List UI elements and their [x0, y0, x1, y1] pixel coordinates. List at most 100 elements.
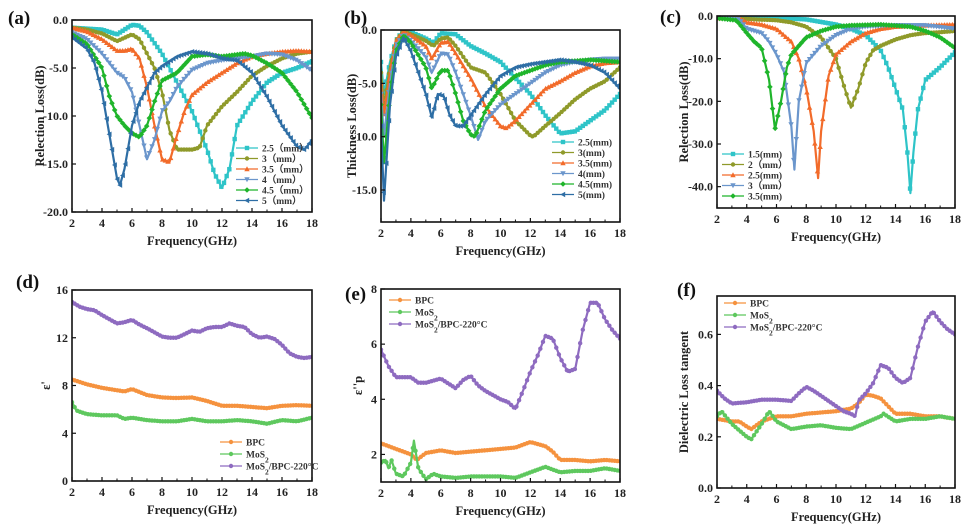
data-point	[404, 42, 410, 48]
data-point	[460, 63, 467, 69]
data-point	[109, 146, 115, 153]
data-point	[609, 327, 615, 332]
data-point	[90, 43, 97, 48]
data-point	[159, 108, 166, 114]
data-point	[754, 429, 759, 434]
data-point	[423, 92, 429, 99]
data-point	[466, 62, 471, 67]
data-point	[820, 116, 826, 122]
data-point	[205, 79, 211, 84]
data-point	[615, 94, 620, 100]
data-point	[899, 23, 905, 29]
data-point	[157, 147, 163, 153]
x-tick-label: 6	[129, 216, 135, 230]
data-point	[79, 42, 85, 49]
data-point	[902, 125, 907, 130]
legend-label: 2.5(mm)	[748, 171, 782, 182]
data-point	[426, 49, 432, 55]
data-point	[141, 45, 147, 51]
legend-marker	[732, 312, 738, 318]
data-point	[234, 57, 240, 64]
data-point	[537, 74, 544, 79]
data-point	[423, 55, 429, 61]
data-point	[95, 34, 102, 40]
data-point	[197, 129, 203, 134]
data-point	[447, 31, 453, 37]
data-point	[433, 75, 440, 82]
data-point	[221, 180, 227, 186]
data-point	[540, 88, 546, 94]
data-point	[474, 46, 479, 52]
data-point	[936, 318, 942, 323]
data-point	[173, 86, 179, 92]
chart-panel-3: 2 4 6 8 10 12 14 16 18 0 4 8 12 16 Frequency(GHz) ε' (d)…	[16, 272, 319, 517]
data-point	[825, 20, 831, 26]
data-point	[95, 76, 101, 82]
data-point	[738, 22, 744, 29]
data-point	[564, 58, 570, 64]
data-point	[420, 60, 427, 67]
legend-marker	[397, 309, 403, 315]
data-point	[434, 59, 440, 65]
data-point	[168, 68, 173, 73]
data-point	[442, 96, 447, 103]
data-point	[612, 330, 617, 335]
data-point	[384, 460, 389, 465]
legend-marker	[397, 321, 403, 327]
data-point	[822, 40, 829, 46]
data-point	[143, 85, 149, 91]
legend-marker	[730, 151, 736, 157]
series-group	[381, 30, 620, 202]
data-point	[554, 126, 559, 131]
data-point	[103, 40, 110, 45]
data-point	[931, 310, 937, 316]
data-point	[873, 374, 878, 380]
x-tick-label: 2	[714, 212, 720, 226]
data-point	[431, 65, 437, 71]
data-point	[96, 27, 101, 32]
data-point	[527, 91, 532, 96]
data-point	[778, 16, 783, 21]
data-point	[868, 52, 873, 58]
data-point	[455, 123, 461, 129]
data-point	[146, 115, 153, 121]
data-point	[149, 74, 155, 81]
data-point	[223, 67, 230, 73]
data-point	[450, 31, 455, 37]
y-tick-label: 8	[62, 379, 68, 393]
data-point	[133, 110, 139, 116]
data-point	[857, 81, 862, 86]
data-point	[463, 99, 469, 105]
data-point	[796, 16, 802, 22]
data-point	[521, 62, 527, 69]
data-point	[492, 116, 498, 122]
data-point	[529, 61, 535, 67]
data-point	[516, 89, 522, 95]
y-tick-label: -5.0	[358, 76, 377, 90]
data-point	[817, 144, 823, 150]
data-point	[918, 335, 923, 340]
x-tick-label: 4	[99, 216, 105, 230]
data-point	[921, 85, 926, 91]
data-point	[242, 64, 248, 70]
data-point	[117, 72, 123, 78]
data-point	[402, 37, 408, 43]
x-tick-label: 8	[468, 226, 474, 240]
data-point	[191, 89, 198, 95]
data-point	[208, 159, 213, 164]
data-point	[860, 72, 865, 77]
data-point	[886, 67, 892, 72]
legend-marker	[244, 177, 250, 183]
data-point	[106, 93, 113, 99]
data-point	[910, 159, 915, 164]
data-point	[447, 73, 453, 80]
series-line-0	[72, 378, 312, 410]
data-point	[814, 47, 821, 53]
data-point	[550, 66, 557, 72]
y-tick-label: 0	[62, 474, 68, 488]
data-point	[844, 91, 849, 97]
data-point	[609, 58, 615, 65]
data-point	[487, 113, 493, 119]
y-tick-label: -10.0	[352, 130, 377, 144]
